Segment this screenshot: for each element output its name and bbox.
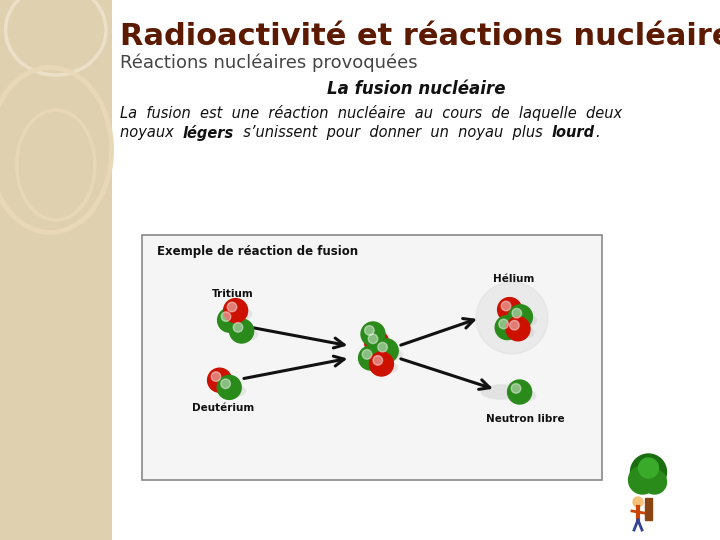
Ellipse shape <box>510 389 536 402</box>
Circle shape <box>364 326 374 335</box>
Circle shape <box>369 352 393 376</box>
Circle shape <box>217 308 242 332</box>
Circle shape <box>511 383 521 393</box>
Circle shape <box>510 320 519 330</box>
Circle shape <box>476 282 548 354</box>
Circle shape <box>368 334 378 343</box>
Circle shape <box>499 319 508 329</box>
Circle shape <box>495 315 519 340</box>
Circle shape <box>230 319 253 343</box>
Text: Exemple de réaction de fusion: Exemple de réaction de fusion <box>157 245 358 258</box>
Text: Tritium: Tritium <box>212 288 254 299</box>
Circle shape <box>233 322 243 332</box>
Text: Radioactivité et réactions nucléaires: Radioactivité et réactions nucléaires <box>120 22 720 51</box>
Circle shape <box>228 302 237 312</box>
Circle shape <box>207 368 232 392</box>
Bar <box>142 235 602 480</box>
Circle shape <box>512 308 521 318</box>
Circle shape <box>221 312 231 321</box>
Circle shape <box>221 379 230 389</box>
Text: légers: légers <box>183 125 234 141</box>
Text: s’unissent  pour  donner  un  noyau  plus: s’unissent pour donner un noyau plus <box>234 125 552 140</box>
Text: Réactions nucléaires provoquées: Réactions nucléaires provoquées <box>120 53 417 71</box>
Text: lourd: lourd <box>552 125 595 140</box>
Ellipse shape <box>508 326 535 339</box>
Circle shape <box>359 346 382 370</box>
Ellipse shape <box>220 384 246 397</box>
Ellipse shape <box>226 308 253 321</box>
Circle shape <box>378 342 387 352</box>
Circle shape <box>224 299 248 322</box>
Circle shape <box>629 466 657 494</box>
Circle shape <box>633 497 643 507</box>
Bar <box>645 498 652 520</box>
Ellipse shape <box>372 361 398 374</box>
Circle shape <box>373 356 382 365</box>
Circle shape <box>639 458 659 478</box>
Text: .: . <box>595 125 600 140</box>
Circle shape <box>506 317 530 341</box>
Circle shape <box>501 301 510 311</box>
Text: La  fusion  est  une  réaction  nucléaire  au  cours  de  laquelle  deux: La fusion est une réaction nucléaire au … <box>120 105 622 121</box>
Circle shape <box>498 298 521 322</box>
Circle shape <box>364 330 389 354</box>
Circle shape <box>508 380 531 404</box>
Circle shape <box>508 305 532 329</box>
Ellipse shape <box>377 348 403 361</box>
Circle shape <box>631 454 667 490</box>
Ellipse shape <box>500 307 526 320</box>
Ellipse shape <box>232 328 258 341</box>
Bar <box>112 0 720 540</box>
Text: Neutron libre: Neutron libre <box>486 414 565 423</box>
Circle shape <box>217 375 241 400</box>
Circle shape <box>362 349 372 359</box>
Ellipse shape <box>498 325 524 338</box>
Ellipse shape <box>481 384 523 400</box>
Text: noyaux: noyaux <box>120 125 183 140</box>
Text: Deutérium: Deutérium <box>192 403 254 413</box>
Ellipse shape <box>361 355 387 368</box>
Circle shape <box>374 339 398 363</box>
Circle shape <box>642 470 667 494</box>
Text: La fusion nucléaire: La fusion nucléaire <box>327 80 505 98</box>
Ellipse shape <box>367 340 393 353</box>
Ellipse shape <box>510 314 537 327</box>
Circle shape <box>211 372 221 381</box>
Circle shape <box>361 322 385 346</box>
Text: Hélium: Hélium <box>492 274 534 285</box>
Ellipse shape <box>220 317 246 330</box>
Ellipse shape <box>364 331 390 344</box>
Ellipse shape <box>210 377 236 390</box>
